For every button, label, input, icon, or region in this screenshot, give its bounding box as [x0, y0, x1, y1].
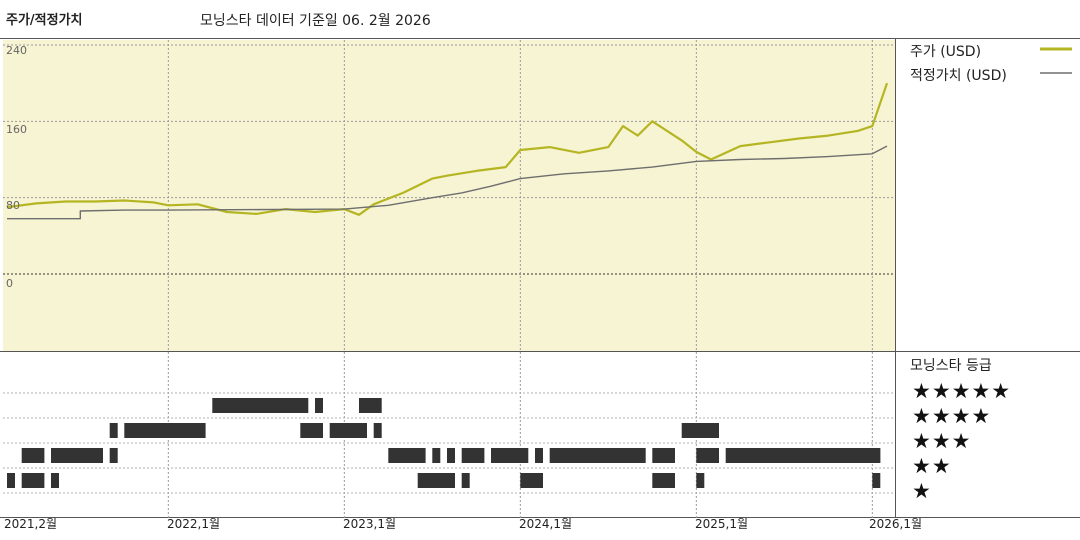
rating-bar	[652, 473, 675, 488]
rating-bar	[51, 448, 103, 463]
rating-bar	[696, 448, 719, 463]
fair-value-series-line	[7, 145, 888, 220]
star-row-1: ★	[912, 479, 932, 503]
rating-bar	[109, 448, 118, 463]
rating-bar	[696, 473, 705, 488]
chart-header-title: 주가/적정가치	[6, 13, 83, 28]
y-tick-label: 0	[6, 277, 13, 290]
legend-fair-value: 적정가치 (USD)	[910, 65, 1007, 85]
rating-bar	[329, 423, 367, 438]
rating-bar	[51, 473, 59, 488]
chart-frame	[0, 38, 1080, 518]
x-tick-label: 2023,1월	[343, 517, 397, 531]
rating-bar	[109, 423, 118, 438]
rating-bar	[491, 448, 529, 463]
rating-bar	[21, 473, 45, 488]
legend-fair-label: 적정가치 (USD)	[910, 68, 1007, 84]
rating-bar	[432, 448, 441, 463]
rating-bar	[21, 448, 45, 463]
x-tick-label: 2022,1월	[167, 517, 221, 531]
rating-bar	[124, 423, 206, 438]
rating-bar	[681, 423, 719, 438]
price-series-line	[6, 82, 889, 216]
rating-bar	[373, 423, 382, 438]
rating-bar	[300, 423, 323, 438]
rating-separator	[0, 351, 1080, 352]
rating-bar	[447, 448, 455, 463]
rating-bar	[315, 398, 323, 413]
y-tick-label: 160	[6, 123, 27, 136]
y-tick-label: 80	[6, 199, 20, 212]
rating-bar	[725, 448, 881, 463]
rating-bar	[417, 473, 455, 488]
x-tick-label: 2024,1월	[519, 517, 573, 531]
rating-bar	[388, 448, 426, 463]
rating-bar	[7, 473, 15, 488]
rating-bar	[549, 448, 646, 463]
star-row-3: ★★★	[912, 429, 972, 453]
star-row-4: ★★★★	[912, 404, 992, 428]
rating-bar	[652, 448, 675, 463]
x-tick-label: 2026,1월	[869, 517, 923, 531]
rating-bar	[461, 448, 485, 463]
star-row-5: ★★★★★	[912, 379, 1012, 403]
legend-price-label: 주가 (USD)	[910, 44, 982, 60]
rating-bar	[359, 398, 382, 413]
rating-bar	[461, 473, 470, 488]
legend-separator	[895, 38, 896, 518]
chart-subtitle: 모닝스타 데이터 기준일 06. 2월 2026	[200, 13, 431, 29]
rating-panel-title: 모닝스타 등급	[910, 358, 992, 374]
rating-bar	[535, 448, 543, 463]
y-tick-label: 240	[6, 44, 27, 57]
rating-bar	[520, 473, 543, 488]
legend-price: 주가 (USD)	[910, 41, 981, 61]
star-row-2: ★★	[912, 454, 952, 478]
x-tick-label: 2025,1월	[695, 517, 749, 531]
rating-bar	[872, 473, 881, 488]
rating-bar	[212, 398, 309, 413]
x-tick-label: 2021,2월	[4, 517, 58, 531]
